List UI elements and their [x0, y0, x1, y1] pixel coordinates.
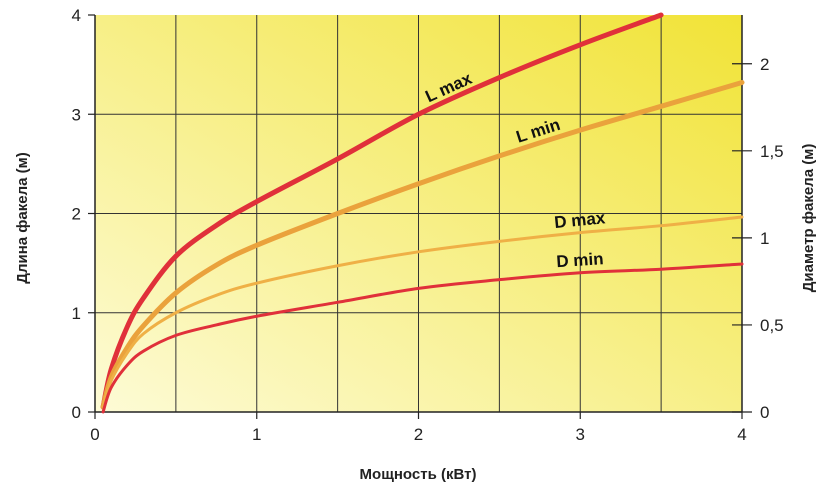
- y2-tick-label: 1: [760, 229, 769, 248]
- x-axis-title: Мощность (кВт): [360, 466, 477, 483]
- y-tick-label: 4: [72, 6, 81, 25]
- y2-tick-label: 2: [760, 55, 769, 74]
- x-tick-label: 2: [414, 425, 423, 444]
- y-tick-label: 2: [72, 205, 81, 224]
- y-tick-label: 3: [72, 105, 81, 124]
- y-tick-label: 0: [72, 403, 81, 422]
- series-d-min: [101, 262, 744, 414]
- y2-axis-title: Диаметр факела (м): [800, 144, 817, 293]
- series-l-max: [100, 12, 664, 410]
- y2-axis-ticks: 0 0,5 1 1,5 2: [732, 55, 784, 422]
- curve-label-d-min: D min: [556, 249, 604, 271]
- x-tick-label: 3: [576, 425, 585, 444]
- y-axis-title: Длина факела (м): [14, 152, 31, 283]
- series-group: [100, 12, 745, 414]
- curve-label-d-max: D max: [553, 208, 606, 232]
- x-tick-label: 4: [737, 425, 746, 444]
- x-tick-label: 0: [90, 425, 99, 444]
- x-axis-ticks: 0 1 2 3 4: [90, 412, 747, 444]
- y2-tick-label: 0,5: [760, 316, 784, 335]
- y-axis-ticks: 0 1 2 3 4: [72, 6, 95, 422]
- y-tick-label: 1: [72, 304, 81, 323]
- series-d-max: [101, 215, 744, 409]
- y2-tick-label: 0: [760, 403, 769, 422]
- x-tick-label: 1: [252, 425, 261, 444]
- y2-tick-label: 1,5: [760, 142, 784, 161]
- series-l-min: [100, 79, 745, 410]
